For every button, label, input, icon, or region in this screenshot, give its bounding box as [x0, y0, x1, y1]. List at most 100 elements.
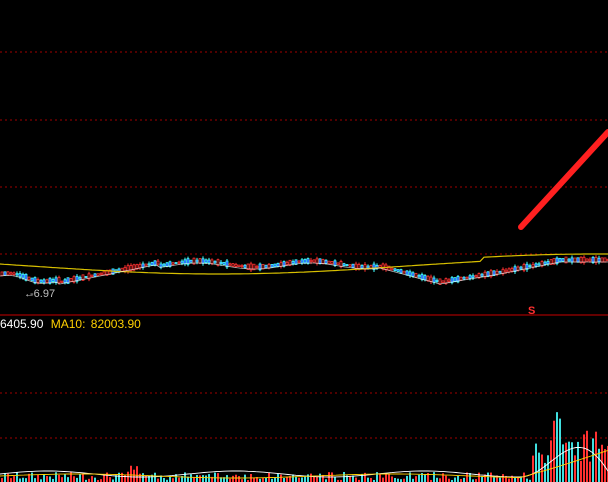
candle-body	[321, 259, 325, 264]
candle-body	[468, 275, 472, 280]
volume-bar	[529, 479, 531, 482]
volume-bar	[10, 478, 12, 482]
grid-lines	[0, 51, 608, 439]
volume-bar	[226, 475, 228, 482]
candle-body	[252, 263, 256, 271]
candle-body	[12, 272, 16, 276]
volume-bar	[253, 477, 255, 482]
candle-body	[531, 263, 535, 268]
candle-body	[438, 278, 442, 285]
candle-body	[276, 263, 280, 267]
volume-bar	[409, 472, 411, 482]
candle-body	[363, 264, 367, 270]
volume-bar	[31, 472, 33, 482]
volume-bar	[406, 475, 408, 482]
volume-bar	[319, 473, 321, 482]
volume-bar	[460, 479, 462, 482]
candle-body	[42, 279, 46, 284]
candle-body	[537, 263, 541, 266]
volume-bar	[586, 430, 588, 482]
volume-bar	[49, 476, 51, 482]
volume-bar	[70, 472, 72, 482]
volume-bar	[1, 478, 3, 482]
candle-body	[216, 259, 220, 266]
volume-bar	[274, 477, 276, 482]
candle-body	[243, 264, 247, 269]
volume-bar	[40, 479, 42, 482]
candle-body	[393, 268, 397, 272]
candle-body	[60, 280, 64, 283]
volume-bar	[262, 478, 264, 482]
volume-bar	[553, 420, 555, 482]
volume-bar	[25, 478, 27, 482]
volume-bar	[310, 473, 312, 482]
ma10-value: 82003.90	[90, 317, 141, 331]
volume-bar	[421, 473, 423, 482]
volume-bar	[73, 476, 75, 482]
candle-body	[84, 276, 88, 278]
volume-bar	[115, 475, 117, 482]
candle-body	[315, 258, 319, 264]
candle-body	[195, 259, 199, 263]
volume-bar	[133, 469, 135, 482]
volume-bar	[484, 474, 486, 482]
volume-bar	[193, 477, 195, 482]
volume-bar	[157, 478, 159, 482]
volume-bar	[577, 441, 579, 482]
volume-bar	[142, 473, 144, 482]
candle-body	[30, 277, 34, 282]
candle-body	[429, 276, 433, 282]
volume-bar	[205, 475, 207, 482]
volume-bar	[340, 479, 342, 482]
candle-body	[414, 273, 418, 278]
volume-bar	[502, 474, 504, 482]
volume-bar	[118, 472, 120, 482]
volume-bar	[514, 476, 516, 482]
candle-body	[480, 273, 484, 277]
candle-body	[390, 267, 394, 271]
volume-bar	[295, 476, 297, 482]
candle-body	[474, 275, 478, 278]
volume-bar	[223, 477, 225, 482]
candle-body	[144, 263, 148, 267]
candle-body	[507, 268, 511, 273]
volume-bar	[61, 477, 63, 482]
candle-body	[6, 271, 10, 276]
volume-bar	[301, 477, 303, 482]
candle-body	[459, 276, 463, 281]
volume-bar	[211, 476, 213, 482]
volume-bar	[259, 478, 261, 482]
candle-body	[522, 264, 526, 271]
candle-body	[66, 277, 70, 284]
candle-body	[330, 261, 334, 265]
candle-body	[186, 258, 190, 265]
candle-body	[549, 259, 553, 265]
candle-body	[78, 276, 82, 280]
candle-body	[441, 280, 445, 283]
candle-body	[180, 260, 184, 264]
volume-bar	[214, 472, 216, 482]
candle-body	[501, 268, 505, 275]
volume-bar	[562, 444, 564, 482]
volume-bar	[544, 462, 546, 482]
volume-bar	[187, 476, 189, 482]
volume-bar	[601, 444, 603, 482]
candle-body	[279, 262, 283, 267]
volume-bar	[241, 479, 243, 482]
volume-bar	[598, 448, 600, 482]
volume-bar	[379, 474, 381, 482]
candle-body	[24, 273, 28, 281]
volume-bar	[373, 479, 375, 482]
volume-bar	[538, 452, 540, 482]
candle-body	[237, 264, 241, 267]
candle-body	[120, 267, 124, 272]
volume-bar	[322, 474, 324, 482]
candle-body	[96, 273, 100, 276]
volume-bar	[97, 479, 99, 482]
volume-bar	[376, 472, 378, 482]
candle-body	[435, 279, 439, 282]
volume-bar	[190, 474, 192, 482]
volume-bar	[526, 478, 528, 482]
volume-bar	[178, 477, 180, 482]
